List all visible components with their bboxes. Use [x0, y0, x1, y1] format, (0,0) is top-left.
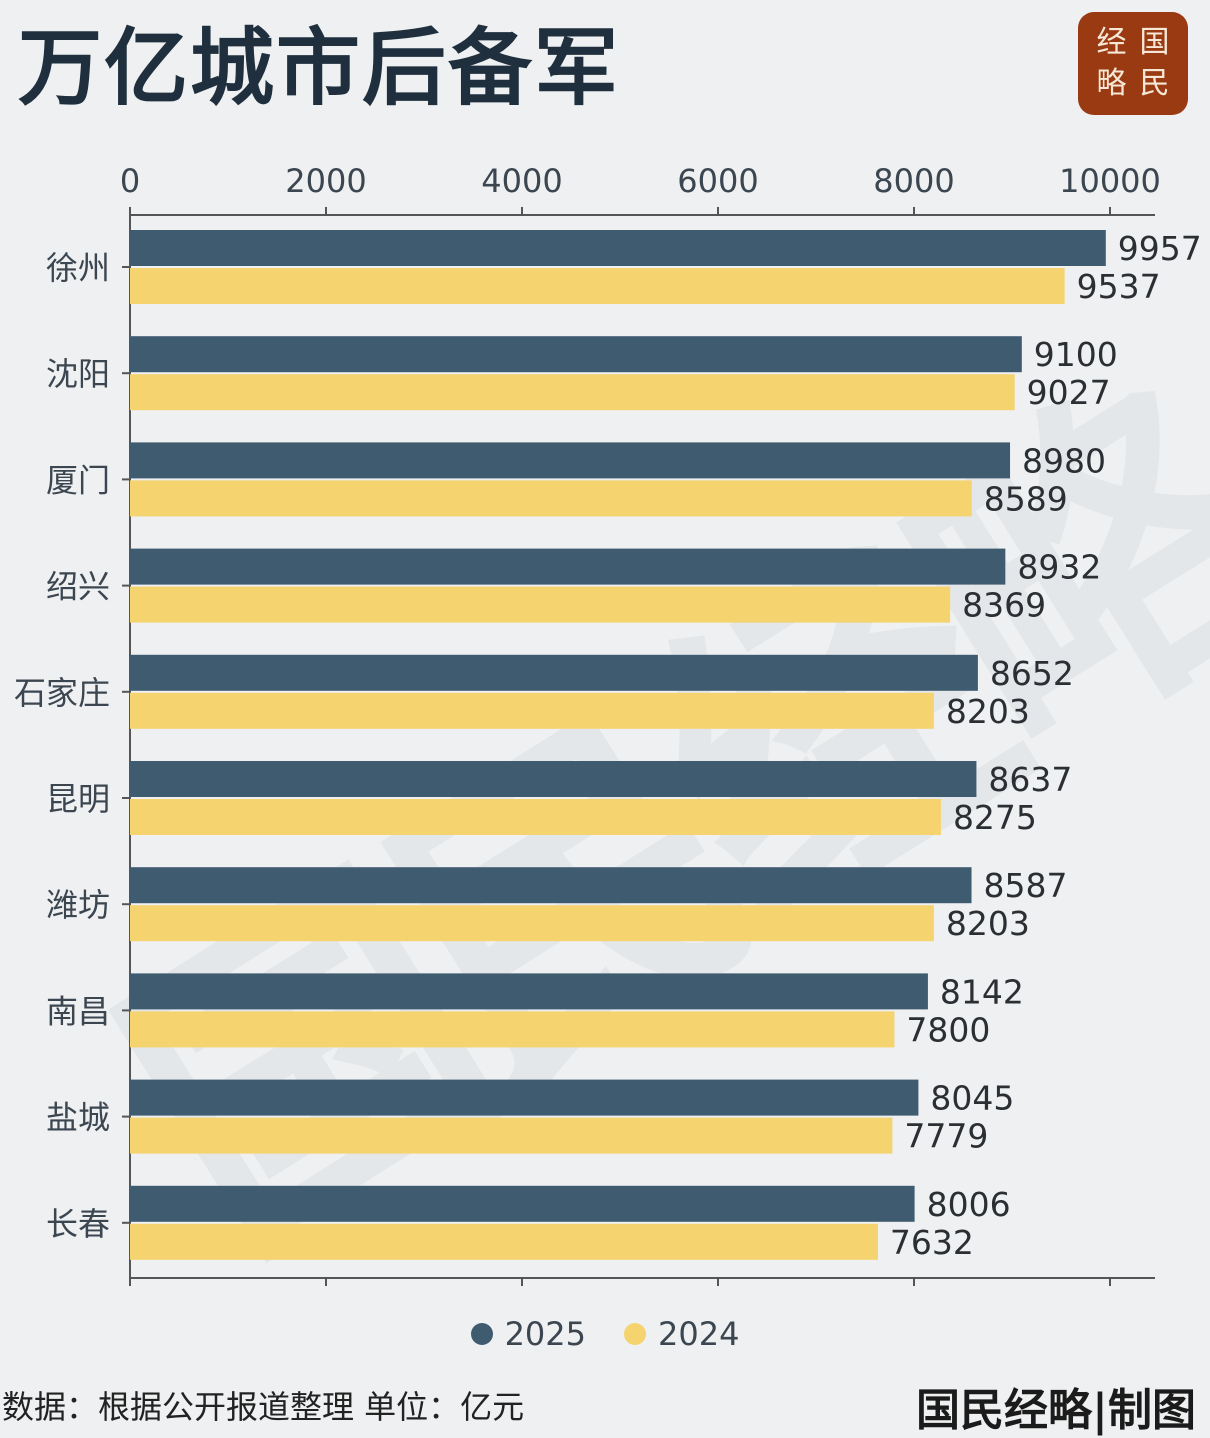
- seal-char: 国: [1139, 24, 1170, 60]
- category-label: 盐城: [46, 1099, 110, 1137]
- bar-2024: [130, 799, 941, 835]
- data-label: 8203: [946, 904, 1030, 943]
- category-label: 绍兴: [46, 568, 110, 606]
- data-label: 8142: [940, 972, 1024, 1011]
- legend-item-2025: 2025: [470, 1315, 586, 1353]
- data-label: 9100: [1034, 335, 1118, 374]
- x-tick-label: 4000: [481, 162, 562, 200]
- data-label: 8637: [988, 760, 1072, 799]
- data-label: 8369: [962, 586, 1046, 625]
- legend-dot-icon: [470, 1323, 493, 1345]
- data-label: 7632: [890, 1223, 974, 1262]
- bar-2025: [130, 442, 1011, 479]
- legend-dot-icon: [624, 1323, 646, 1345]
- data-label: 7779: [904, 1117, 988, 1156]
- data-label: 8006: [927, 1185, 1011, 1224]
- x-tick-label: 10000: [1059, 162, 1161, 200]
- category-label: 潍坊: [46, 886, 110, 924]
- chart-title: 万亿城市后备军: [18, 19, 621, 117]
- data-label: 8932: [1017, 548, 1101, 587]
- bar-2025: [130, 867, 972, 904]
- data-source-note: 数据：根据公开报道整理 单位：亿元: [2, 1388, 525, 1426]
- seal-char: 民: [1139, 66, 1170, 102]
- bar-2024: [130, 692, 934, 729]
- bar-2025: [130, 1079, 919, 1116]
- data-label: 9027: [1027, 373, 1111, 412]
- seal-char: 经: [1096, 24, 1127, 60]
- x-tick-label: 6000: [677, 162, 758, 200]
- bar-2024: [130, 905, 934, 942]
- legend: 2025 2024: [0, 1315, 1210, 1353]
- category-label: 长春: [46, 1205, 110, 1243]
- bar-2025: [130, 230, 1106, 266]
- bar-2025: [130, 654, 978, 691]
- legend-label: 2024: [658, 1315, 740, 1353]
- bar-2024: [130, 586, 951, 623]
- bar-2024: [130, 268, 1065, 304]
- brand-seal-logo: 经 国 略 民: [1078, 12, 1188, 115]
- legend-item-2024: 2024: [624, 1315, 739, 1353]
- seal-char: 略: [1096, 66, 1127, 102]
- category-label: 沈阳: [46, 355, 110, 393]
- x-tick-label: 0: [120, 162, 140, 200]
- data-label: 7800: [906, 1010, 990, 1049]
- x-tick-label: 8000: [873, 162, 954, 200]
- category-label: 徐州: [46, 249, 110, 287]
- bar-2024: [130, 1011, 895, 1048]
- credit-text: 国民经略|制图: [915, 1385, 1196, 1436]
- bar-2025: [130, 548, 1006, 585]
- bar-2024: [130, 1223, 878, 1260]
- bar-2025: [130, 1185, 915, 1222]
- data-label: 9537: [1077, 267, 1161, 306]
- bar-2024: [130, 480, 972, 517]
- data-label: 8045: [930, 1079, 1014, 1118]
- category-label: 昆明: [46, 780, 110, 818]
- bar-2025: [130, 336, 1022, 373]
- bar-2025: [130, 973, 928, 1010]
- category-label: 南昌: [46, 992, 110, 1030]
- category-label: 厦门: [46, 461, 110, 499]
- bar-2024: [130, 1117, 893, 1154]
- category-label: 石家庄: [14, 674, 110, 712]
- legend-label: 2025: [504, 1315, 586, 1353]
- data-label: 8652: [990, 654, 1074, 693]
- bar-2025: [130, 761, 977, 797]
- data-label: 8980: [1022, 441, 1106, 480]
- data-label: 8589: [984, 479, 1068, 518]
- data-label: 8203: [946, 692, 1030, 731]
- x-tick-label: 2000: [285, 162, 366, 200]
- data-label: 8275: [953, 798, 1037, 837]
- data-label: 9957: [1118, 229, 1202, 268]
- bar-2024: [130, 374, 1015, 411]
- data-label: 8587: [984, 866, 1068, 905]
